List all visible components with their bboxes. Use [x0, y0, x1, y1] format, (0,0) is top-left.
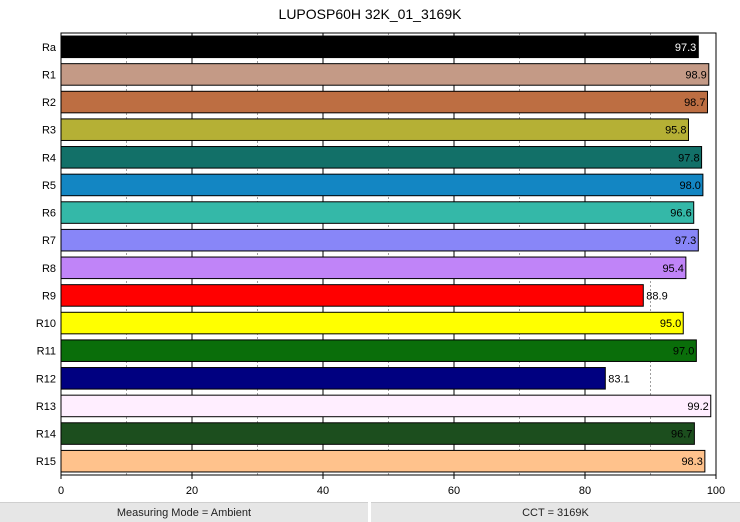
value-label-r2: 98.7 — [684, 97, 705, 109]
category-label-r8: R8 — [42, 263, 56, 275]
bar-r7 — [60, 228, 699, 252]
value-label-r1: 98.9 — [685, 69, 706, 81]
value-label-r13: 99.2 — [687, 401, 708, 413]
value-label-r7: 97.3 — [675, 235, 696, 247]
value-label-r3: 95.8 — [665, 125, 686, 137]
value-label-r15: 98.3 — [681, 456, 702, 468]
labels: Ra 97.3 R1 98.9 R2 98.7 R3 95.8 R4 97.8 R5 98.0 R6 96… — [36, 42, 725, 497]
bar-r3 — [60, 118, 689, 141]
bar-r12 — [60, 367, 606, 390]
bars — [60, 35, 712, 473]
category-label-r7: R7 — [42, 235, 56, 247]
cct-status: CCT = 3169K — [371, 502, 740, 522]
category-label-r12: R12 — [36, 373, 56, 385]
category-label-r3: R3 — [42, 125, 56, 137]
x-tick-label: 80 — [579, 485, 591, 497]
bar-r8 — [60, 256, 687, 280]
category-label-r6: R6 — [42, 208, 56, 220]
bar-r2 — [60, 90, 708, 114]
value-label-r11: 97.0 — [673, 346, 694, 358]
category-label-r2: R2 — [42, 97, 56, 109]
value-label-r4: 97.8 — [678, 152, 699, 164]
category-label-r5: R5 — [42, 180, 56, 192]
plot-frame — [60, 32, 717, 479]
bar-r5 — [60, 173, 704, 197]
value-label-r9: 88.9 — [646, 290, 667, 302]
category-label-r15: R15 — [36, 456, 56, 468]
value-label-r8: 95.4 — [662, 263, 683, 275]
category-label-ra: Ra — [42, 42, 57, 54]
chart-title: LUPOSP60H 32K_01_3169K — [278, 6, 462, 22]
category-label-r14: R14 — [36, 429, 56, 441]
x-tick-label: 60 — [448, 485, 460, 497]
value-label-r6: 96.6 — [670, 208, 691, 220]
value-label-r12: 83.1 — [608, 373, 629, 385]
value-label-r10: 95.0 — [660, 318, 681, 330]
category-label-r4: R4 — [42, 152, 56, 164]
x-tick-label: 100 — [707, 485, 725, 497]
category-label-r10: R10 — [36, 318, 56, 330]
measuring-mode-status: Measuring Mode = Ambient — [0, 502, 368, 522]
x-tick-label: 40 — [317, 485, 329, 497]
bar-r6 — [60, 201, 695, 224]
bar-r1 — [60, 63, 710, 86]
bar-r15 — [60, 449, 706, 473]
plot-border — [60, 32, 717, 476]
bar-r9 — [60, 284, 644, 307]
bar-r13 — [60, 394, 712, 418]
value-label-ra: 97.3 — [675, 42, 696, 54]
value-label-r14: 96.7 — [671, 429, 692, 441]
bar-r14 — [60, 422, 695, 445]
category-label-r9: R9 — [42, 290, 56, 302]
category-label-r13: R13 — [36, 401, 56, 413]
bar-r11 — [60, 339, 697, 362]
x-tick-label: 0 — [58, 485, 64, 497]
bar-ra — [60, 35, 699, 59]
category-label-r1: R1 — [42, 69, 56, 81]
bar-r10 — [60, 311, 684, 335]
category-label-r11: R11 — [37, 346, 56, 358]
value-label-r5: 98.0 — [679, 180, 700, 192]
x-tick-label: 20 — [186, 485, 198, 497]
bar-r4 — [60, 146, 703, 169]
